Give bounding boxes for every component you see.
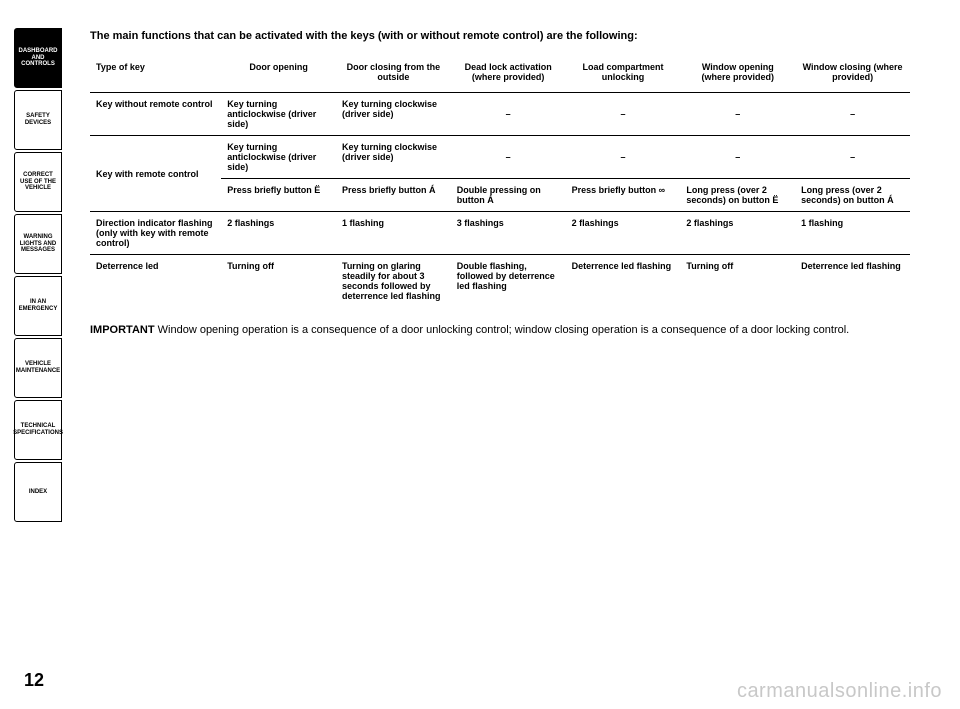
cell: Press briefly button ∞ — [566, 179, 681, 212]
footnote-label: IMPORTANT — [90, 324, 155, 336]
footnote-text: Window opening operation is a consequenc… — [158, 324, 850, 336]
cell: Press briefly button Ë — [221, 179, 336, 212]
cell: Long press (over 2 seconds) on button Ë — [680, 179, 795, 212]
col-door-open: Door opening — [221, 56, 336, 93]
table-header-row: Type of key Door opening Door closing fr… — [90, 56, 910, 93]
watermark: carmanualsonline.info — [737, 680, 942, 703]
tab-safety[interactable]: SAFETY DEVICES — [14, 90, 62, 150]
col-win-close: Window closing (where provided) — [795, 56, 910, 93]
cell: Press briefly button Á — [336, 179, 451, 212]
col-win-open: Window opening (where provided) — [680, 56, 795, 93]
cell: – — [795, 136, 910, 179]
cell: – — [795, 93, 910, 136]
sidebar-tabs: DASHBOARD AND CONTROLS SAFETY DEVICES CO… — [0, 0, 70, 709]
col-type: Type of key — [90, 56, 221, 93]
table-row: Direction indicator flashing (only with … — [90, 212, 910, 255]
cell: – — [566, 93, 681, 136]
cell: 2 flashings — [221, 212, 336, 255]
cell: Turning off — [221, 255, 336, 308]
footnote: IMPORTANT Window opening operation is a … — [90, 323, 910, 337]
cell: Key turning clockwise (driver side) — [336, 93, 451, 136]
functions-table: Type of key Door opening Door closing fr… — [90, 56, 910, 307]
col-deadlock: Dead lock activation (where provided) — [451, 56, 566, 93]
cell: Key without remote control — [90, 93, 221, 136]
intro-text: The main functions that can be activated… — [90, 30, 910, 42]
tab-emergency[interactable]: IN AN EMERGENCY — [14, 276, 62, 336]
cell: 2 flashings — [566, 212, 681, 255]
cell: Key turning anticlockwise (driver side) — [221, 136, 336, 179]
cell: 2 flashings — [680, 212, 795, 255]
cell: Double flashing, followed by deterrence … — [451, 255, 566, 308]
page-content: The main functions that can be activated… — [70, 0, 960, 709]
cell: Deterrence led flashing — [795, 255, 910, 308]
cell: – — [451, 136, 566, 179]
col-door-close: Door closing from the outside — [336, 56, 451, 93]
tab-correct-use[interactable]: CORRECT USE OF THE VEHICLE — [14, 152, 62, 212]
cell: Deterrence led — [90, 255, 221, 308]
cell: – — [566, 136, 681, 179]
cell: 1 flashing — [336, 212, 451, 255]
tab-maintenance[interactable]: VEHICLE MAINTENANCE — [14, 338, 62, 398]
table-row: Key without remote control Key turning a… — [90, 93, 910, 136]
cell: – — [680, 93, 795, 136]
cell: – — [680, 136, 795, 179]
cell: Long press (over 2 seconds) on button Á — [795, 179, 910, 212]
cell: Key turning anticlockwise (driver side) — [221, 93, 336, 136]
col-load: Load compartment unlocking — [566, 56, 681, 93]
cell: Key turning clockwise (driver side) — [336, 136, 451, 179]
tab-index[interactable]: INDEX — [14, 462, 62, 522]
cell-group-label: Key with remote control — [90, 136, 221, 212]
cell: 1 flashing — [795, 212, 910, 255]
cell: Turning off — [680, 255, 795, 308]
tab-dashboard[interactable]: DASHBOARD AND CONTROLS — [14, 28, 62, 88]
cell: Turning on glaring steadily for about 3 … — [336, 255, 451, 308]
table-row: Deterrence led Turning off Turning on gl… — [90, 255, 910, 308]
cell: 3 flashings — [451, 212, 566, 255]
table-row: Key with remote control Key turning anti… — [90, 136, 910, 179]
page: DASHBOARD AND CONTROLS SAFETY DEVICES CO… — [0, 0, 960, 709]
cell: Direction indicator flashing (only with … — [90, 212, 221, 255]
cell: Deterrence led flashing — [566, 255, 681, 308]
page-number: 12 — [24, 670, 44, 691]
tab-warning[interactable]: WARNING LIGHTS AND MESSAGES — [14, 214, 62, 274]
tab-specs[interactable]: TECHNICAL SPECIFICATIONS — [14, 400, 62, 460]
cell: Double pressing on button Á — [451, 179, 566, 212]
cell: – — [451, 93, 566, 136]
